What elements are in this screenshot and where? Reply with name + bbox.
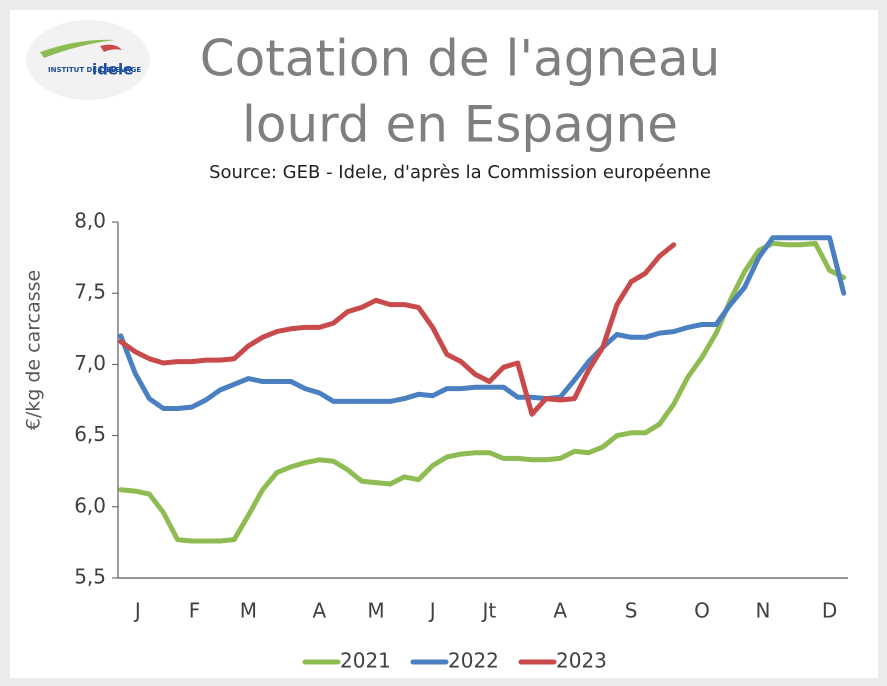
chart-subtitle: Source: GEB - Idele, d'après la Commissi… [209,162,711,183]
x-tick-label: F [189,599,201,623]
x-tick-label: J [428,599,436,623]
y-tick-label: 7,0 [74,351,106,375]
logo-swoosh-red [100,44,122,52]
x-tick-label: M [240,599,257,623]
x-tick-label: D [822,599,837,623]
chart-title: lourd en Espagne [242,96,678,154]
series-line [118,242,677,417]
x-tick-label: A [312,599,326,623]
x-tick-label: S [625,599,638,623]
x-tick-label: N [755,599,770,623]
y-axis-label: €/kg de carcasse [23,270,45,430]
legend-label: 2023 [556,649,607,673]
x-tick-label: J [133,599,141,623]
legend-label: 2022 [448,649,499,673]
legend-label: 2021 [340,649,391,673]
series-line [118,235,847,411]
y-tick-label: 5,5 [74,565,106,589]
logo-badge [26,20,150,100]
chart-title: Cotation de l'agneau [200,30,721,88]
x-tick-label: Jt [481,599,497,623]
y-tick-label: 8,0 [74,209,106,233]
y-tick-label: 6,0 [74,493,106,517]
y-tick-label: 7,5 [74,280,106,304]
x-tick-label: A [553,599,567,623]
logo-swoosh [40,39,115,58]
logo-text: INSTITUT DE L'ELEVAGE [48,66,141,74]
y-tick-label: 6,5 [74,422,106,446]
x-tick-label: O [694,599,710,623]
x-tick-label: M [367,599,384,623]
logo-brand: idele [92,61,133,79]
